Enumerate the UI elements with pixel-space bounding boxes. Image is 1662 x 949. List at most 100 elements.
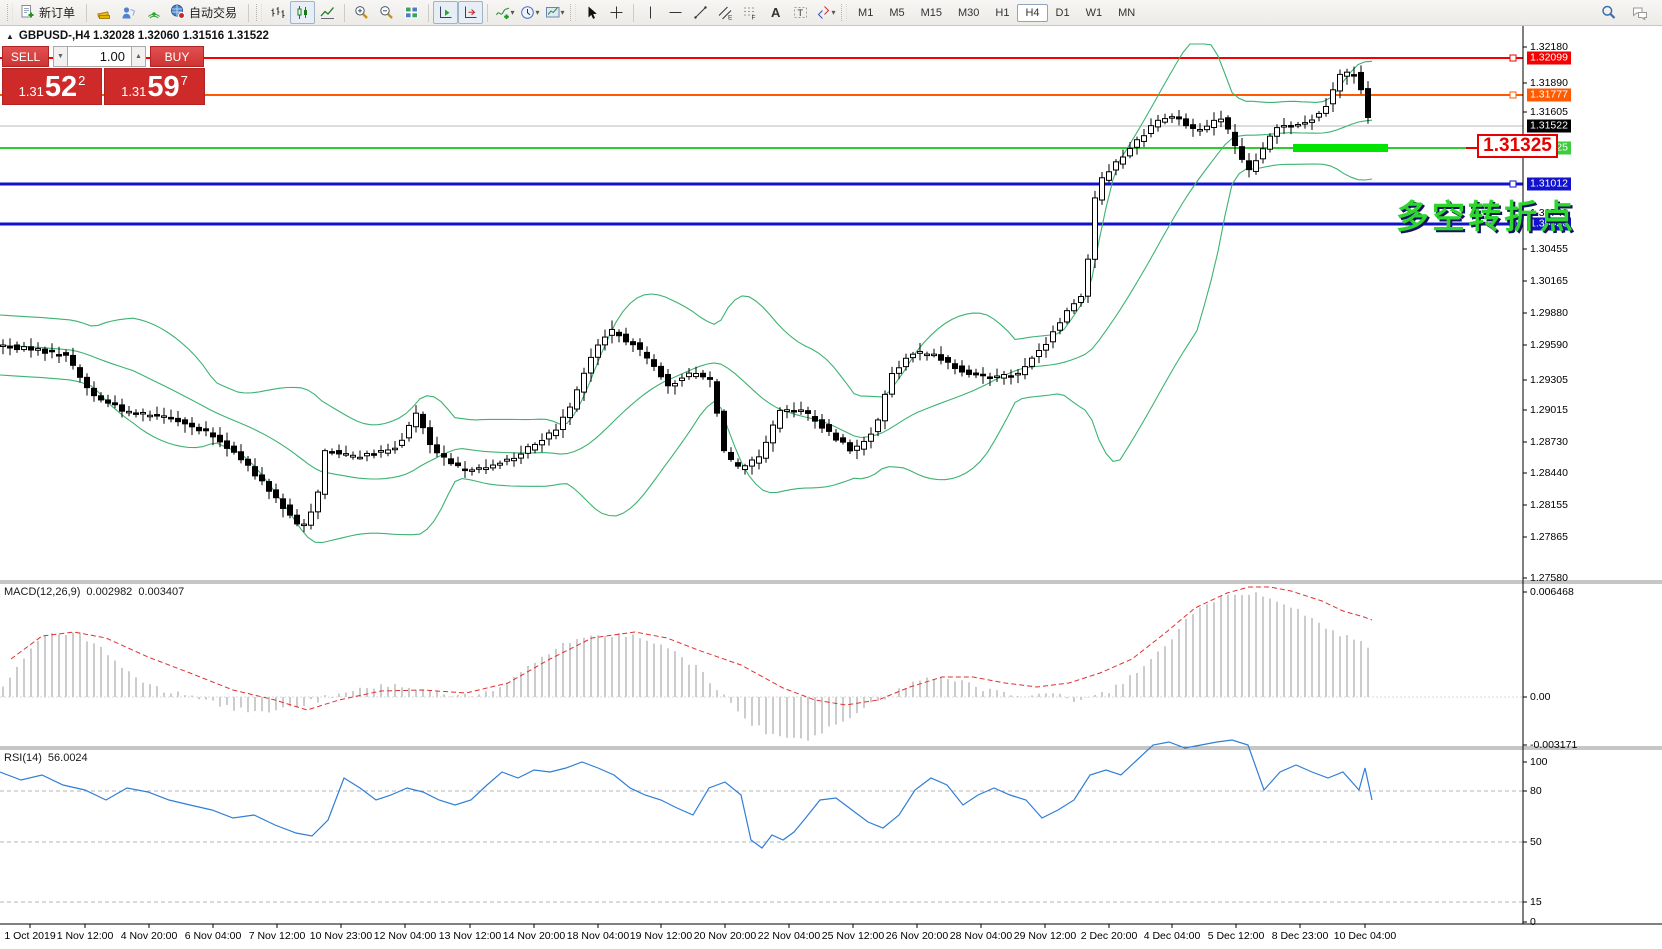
candlestick [1281, 125, 1287, 128]
autotrading-button[interactable]: 自动交易 [166, 0, 244, 25]
bar-chart-button[interactable] [265, 1, 290, 24]
line-handle[interactable] [1509, 91, 1517, 99]
timeframe-d1-button[interactable]: D1 [1055, 6, 1070, 19]
profile-button[interactable] [116, 1, 141, 24]
volume-decrease-button[interactable]: ▼ [53, 46, 68, 67]
candlestick [665, 374, 671, 387]
dropdown-arrow-icon[interactable]: ▾ [535, 8, 540, 17]
chart-window[interactable]: ▲ GBPUSD-,H4 1.32028 1.32060 1.31516 1.3… [0, 26, 1662, 949]
timeframe-m30-button[interactable]: M30 [958, 6, 980, 19]
sell-price-display[interactable]: 1.31 52 2 [2, 68, 102, 105]
horizontal-line-button[interactable] [663, 1, 688, 24]
zoom-out-icon [379, 5, 394, 20]
line-handle[interactable] [1509, 54, 1517, 62]
sell-price-head: 1.31 [18, 84, 44, 99]
time-tick-label: 5 Dec 12:00 [1207, 930, 1265, 942]
timeframe-m5-button[interactable]: M5 [889, 6, 905, 19]
equidistant-channel-button[interactable]: E [713, 1, 738, 24]
price-tick-label: 1.28440 [1530, 467, 1568, 479]
candlestick [1190, 124, 1196, 129]
indicators-button[interactable]: ▾ [492, 1, 517, 24]
fibonacci-button[interactable]: F [738, 1, 763, 24]
toolbar-right-group [1596, 1, 1658, 24]
line-handle[interactable] [1509, 220, 1517, 228]
timeframe-h4-button[interactable]: H4 [1017, 3, 1048, 22]
timeframe-h1-button[interactable]: H1 [995, 6, 1010, 19]
line-chart-button[interactable] [315, 1, 340, 24]
candlestick [280, 498, 286, 509]
chat-button[interactable] [1627, 1, 1652, 24]
arrows-button[interactable]: ▾ [813, 1, 838, 24]
signals-button[interactable] [141, 1, 166, 24]
candlestick [483, 467, 489, 471]
new-order-button[interactable]: 新订单 [16, 0, 82, 25]
timeframe-mn-button[interactable]: MN [1118, 6, 1136, 19]
candlestick [448, 458, 454, 465]
price-tick-label: 1.29015 [1530, 404, 1568, 416]
volume-increase-button[interactable]: ▲ [131, 46, 146, 67]
candlestick [1113, 161, 1119, 171]
candlestick [336, 450, 342, 455]
templates-button[interactable]: ▾ [542, 1, 567, 24]
price-annotation-box[interactable]: 1.31325 [1477, 134, 1558, 158]
candlestick-button[interactable] [290, 1, 316, 24]
cursor-button[interactable] [579, 1, 604, 24]
candlestick [1134, 139, 1140, 148]
timeframe-m15-button[interactable]: M15 [920, 6, 942, 19]
dropdown-arrow-icon[interactable]: ▾ [510, 8, 515, 17]
crosshair-button[interactable] [604, 1, 629, 24]
candlestick [357, 456, 363, 460]
candlestick [182, 419, 188, 425]
candlestick [175, 417, 181, 423]
candlestick [252, 466, 258, 477]
buy-price-big: 59 [147, 71, 180, 103]
collapse-icon[interactable]: ▲ [6, 31, 14, 41]
zoom-in-button[interactable] [349, 1, 374, 24]
auto-scroll-button[interactable] [433, 1, 459, 24]
accounts-button[interactable] [91, 1, 116, 24]
time-tick-label: 18 Nov 04:00 [566, 930, 630, 942]
candlestick [959, 365, 965, 373]
candlestick [413, 412, 419, 428]
candlestick [721, 410, 727, 452]
candlestick [119, 404, 125, 412]
timeframe-w1-button[interactable]: W1 [1085, 6, 1103, 19]
timeframe-m1-button[interactable]: M1 [858, 6, 874, 19]
dropdown-arrow-icon[interactable]: ▾ [831, 8, 836, 17]
text-label-button[interactable]: T [788, 1, 813, 24]
tile-windows-icon [404, 5, 419, 20]
candlestick [308, 511, 314, 526]
candlestick [1344, 71, 1350, 77]
candlestick [1232, 131, 1238, 147]
crosshair-icon [609, 5, 624, 20]
sell-button[interactable]: SELL [2, 46, 49, 67]
one-click-trading-panel: SELL ▼ 1.00 ▲ BUY 1.31 52 2 1.31 59 7 [2, 46, 205, 105]
buy-price-display[interactable]: 1.31 59 7 [104, 68, 205, 105]
candlestick [1358, 71, 1364, 91]
periods-button[interactable]: ▾ [517, 1, 542, 24]
vertical-line-button[interactable] [638, 1, 663, 24]
candlestick [168, 416, 174, 420]
candlestick [637, 342, 643, 350]
support-highlight-bar[interactable] [1293, 144, 1388, 152]
candlestick [1092, 197, 1098, 260]
line-handle[interactable] [1509, 180, 1517, 188]
chart-shift-button[interactable] [458, 1, 484, 24]
zoom-out-button[interactable] [374, 1, 399, 24]
tile-windows-button[interactable] [399, 1, 424, 24]
candlestick [546, 432, 552, 440]
buy-button[interactable]: BUY [150, 46, 204, 67]
dropdown-arrow-icon[interactable]: ▾ [560, 8, 565, 17]
chart-canvas[interactable] [0, 26, 1662, 949]
search-button[interactable] [1596, 1, 1621, 24]
toolbar-separator [344, 3, 346, 22]
text-button[interactable]: A [763, 1, 788, 24]
candlestick [259, 474, 265, 482]
time-tick-label: 25 Nov 12:00 [821, 930, 885, 942]
volume-input[interactable]: 1.00 [68, 46, 131, 67]
turning-point-text[interactable]: 多空转折点 [1396, 198, 1576, 235]
horizontal-line-icon [668, 5, 683, 20]
price-tick-label: 1.31890 [1530, 77, 1568, 89]
macd-main-value: 0.002982 [86, 586, 133, 598]
trendline-button[interactable] [688, 1, 713, 24]
